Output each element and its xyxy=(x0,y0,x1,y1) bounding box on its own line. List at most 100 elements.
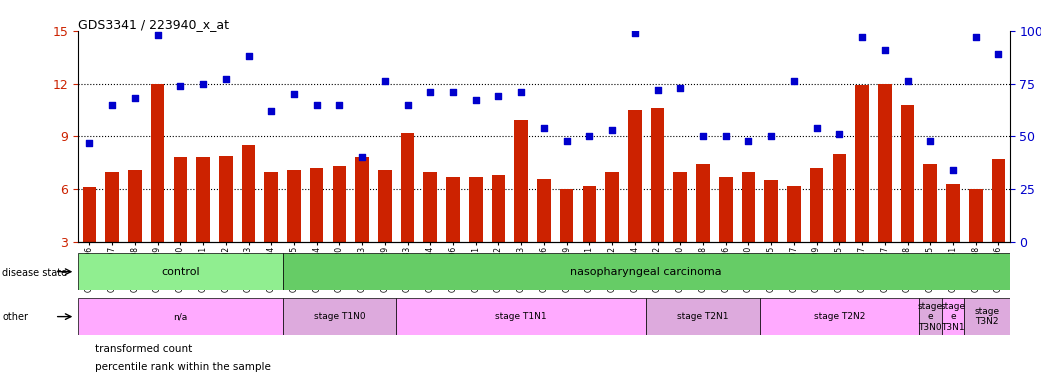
Point xyxy=(650,87,666,93)
Point xyxy=(604,127,620,133)
Point xyxy=(354,154,371,161)
Point xyxy=(285,91,302,97)
Text: transformed count: transformed count xyxy=(95,344,192,354)
Point xyxy=(218,76,234,83)
Point xyxy=(786,78,803,84)
Text: stage T2N2: stage T2N2 xyxy=(814,312,865,321)
Point xyxy=(854,34,870,40)
Point xyxy=(445,89,461,95)
Bar xyxy=(78,253,282,290)
Bar xyxy=(605,172,619,242)
Bar xyxy=(964,298,1010,335)
Bar xyxy=(560,189,574,242)
Bar xyxy=(787,185,801,242)
Bar xyxy=(151,84,164,242)
Point xyxy=(490,93,507,99)
Point xyxy=(808,125,824,131)
Bar xyxy=(242,145,255,242)
Bar xyxy=(537,179,551,242)
Bar xyxy=(78,298,282,335)
Bar xyxy=(856,85,869,242)
Point xyxy=(581,133,598,139)
Text: nasopharyngeal carcinoma: nasopharyngeal carcinoma xyxy=(570,266,722,277)
Bar xyxy=(287,170,301,242)
Bar xyxy=(760,298,919,335)
Point xyxy=(308,102,325,108)
Point xyxy=(831,131,847,137)
Bar xyxy=(424,172,437,242)
Bar xyxy=(674,172,687,242)
Point xyxy=(149,32,166,38)
Bar xyxy=(378,170,391,242)
Bar xyxy=(992,159,1006,242)
Bar xyxy=(174,157,187,242)
Bar xyxy=(969,189,983,242)
Text: stage
T3N2: stage T3N2 xyxy=(974,307,999,326)
Bar xyxy=(219,156,232,242)
Bar xyxy=(82,187,96,242)
Bar xyxy=(900,104,914,242)
Point xyxy=(944,167,961,173)
Point xyxy=(763,133,780,139)
Bar xyxy=(310,168,324,242)
Point xyxy=(671,85,688,91)
Point xyxy=(331,102,348,108)
Point xyxy=(467,98,484,104)
Bar xyxy=(878,84,891,242)
Point xyxy=(740,137,757,144)
Bar xyxy=(282,253,1010,290)
Bar xyxy=(583,185,596,242)
Point xyxy=(422,89,438,95)
Text: GDS3341 / 223940_x_at: GDS3341 / 223940_x_at xyxy=(78,18,229,31)
Point xyxy=(240,53,257,59)
Bar xyxy=(946,184,960,242)
Point xyxy=(627,30,643,36)
Point xyxy=(990,51,1007,57)
Bar xyxy=(105,172,119,242)
Bar xyxy=(646,298,760,335)
Text: stage T1N1: stage T1N1 xyxy=(496,312,547,321)
Point xyxy=(513,89,530,95)
Bar xyxy=(923,164,937,242)
Bar xyxy=(628,110,641,242)
Point xyxy=(922,137,939,144)
Bar xyxy=(282,298,397,335)
Text: other: other xyxy=(2,312,28,322)
Point xyxy=(899,78,916,84)
Point xyxy=(694,133,711,139)
Bar xyxy=(468,177,483,242)
Bar xyxy=(401,133,414,242)
Bar xyxy=(919,298,942,335)
Bar xyxy=(397,298,646,335)
Bar xyxy=(719,177,733,242)
Bar xyxy=(491,175,505,242)
Point xyxy=(535,125,552,131)
Bar xyxy=(651,108,664,242)
Bar xyxy=(696,164,710,242)
Bar xyxy=(128,170,142,242)
Point xyxy=(81,140,98,146)
Point xyxy=(377,78,393,84)
Text: stage T2N1: stage T2N1 xyxy=(678,312,729,321)
Text: stage T1N0: stage T1N0 xyxy=(313,312,365,321)
Bar xyxy=(514,121,528,242)
Bar xyxy=(355,157,369,242)
Text: percentile rank within the sample: percentile rank within the sample xyxy=(95,362,271,372)
Bar xyxy=(197,157,210,242)
Bar xyxy=(833,154,846,242)
Point xyxy=(263,108,280,114)
Bar xyxy=(264,172,278,242)
Point xyxy=(104,102,121,108)
Point xyxy=(877,47,893,53)
Text: stage
e
T3N1: stage e T3N1 xyxy=(940,302,965,331)
Bar xyxy=(810,168,823,242)
Point xyxy=(967,34,984,40)
Point xyxy=(558,137,575,144)
Point xyxy=(400,102,416,108)
Point xyxy=(717,133,734,139)
Text: n/a: n/a xyxy=(173,312,187,321)
Point xyxy=(127,95,144,101)
Bar xyxy=(447,177,460,242)
Text: control: control xyxy=(161,266,200,277)
Bar xyxy=(942,298,964,335)
